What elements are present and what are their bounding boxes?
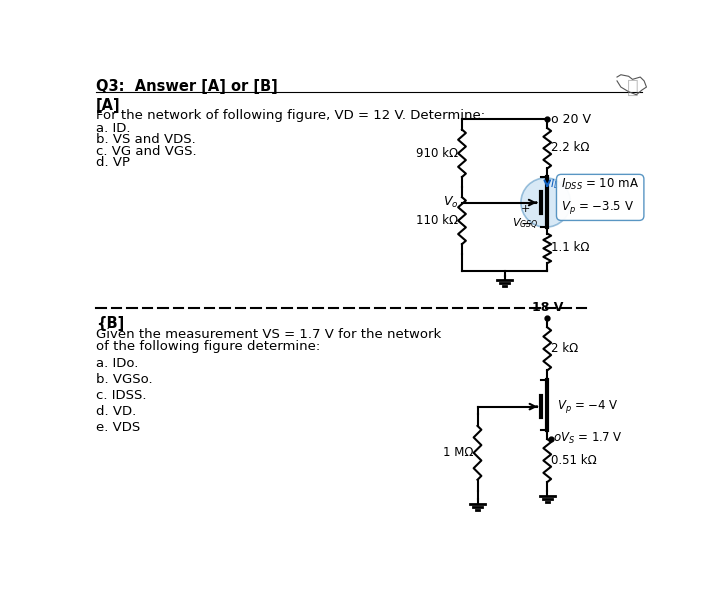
Text: a. ID.: a. ID.	[96, 122, 131, 135]
Text: Given the measurement VS = 1.7 V for the network: Given the measurement VS = 1.7 V for the…	[96, 328, 441, 341]
Text: b. VGSo.: b. VGSo.	[96, 373, 153, 386]
Text: o 20 V: o 20 V	[551, 113, 591, 126]
Text: e. VDS: e. VDS	[96, 422, 140, 434]
Text: −: −	[521, 217, 533, 231]
Text: 1 MΩ: 1 MΩ	[443, 447, 474, 459]
Text: 910 kΩ: 910 kΩ	[416, 147, 458, 160]
Text: Q3:  Answer [A] or [B]: Q3: Answer [A] or [B]	[96, 79, 278, 95]
Text: 2.2 kΩ: 2.2 kΩ	[551, 142, 590, 154]
Text: 📌: 📌	[626, 77, 639, 96]
Text: b. VS and VDS.: b. VS and VDS.	[96, 133, 196, 146]
Text: 110 kΩ: 110 kΩ	[416, 214, 458, 227]
Text: $I_{DSS}$ = 10 mA
$V_p$ = −3.5 V: $I_{DSS}$ = 10 mA $V_p$ = −3.5 V	[561, 177, 639, 216]
Text: 0.51 kΩ: 0.51 kΩ	[551, 454, 597, 467]
Text: [A]: [A]	[96, 98, 121, 113]
Text: d. VP: d. VP	[96, 156, 130, 170]
Text: {B]: {B]	[96, 316, 125, 331]
Text: $I_{DQ}$: $I_{DQ}$	[550, 178, 567, 193]
Text: 18 V: 18 V	[531, 301, 563, 314]
Text: a. IDo.: a. IDo.	[96, 357, 138, 370]
Text: c. VG and VGS.: c. VG and VGS.	[96, 145, 197, 158]
Text: For the network of following figure, VD = 12 V. Determine:: For the network of following figure, VD …	[96, 109, 485, 123]
Text: c. IDSS.: c. IDSS.	[96, 389, 147, 402]
Text: $V_p$ = −4 V: $V_p$ = −4 V	[557, 398, 618, 415]
Circle shape	[521, 178, 570, 227]
Text: $oV_S$ = 1.7 V: $oV_S$ = 1.7 V	[554, 431, 623, 447]
Text: 2 kΩ: 2 kΩ	[551, 342, 578, 356]
Text: of the following figure determine:: of the following figure determine:	[96, 340, 320, 353]
Text: $V_{GSQ}$: $V_{GSQ}$	[513, 217, 539, 232]
Text: 1.1 kΩ: 1.1 kΩ	[551, 242, 590, 254]
Text: $V_o$: $V_o$	[443, 195, 458, 210]
Text: +: +	[521, 204, 530, 213]
Text: d. VD.: d. VD.	[96, 405, 137, 418]
